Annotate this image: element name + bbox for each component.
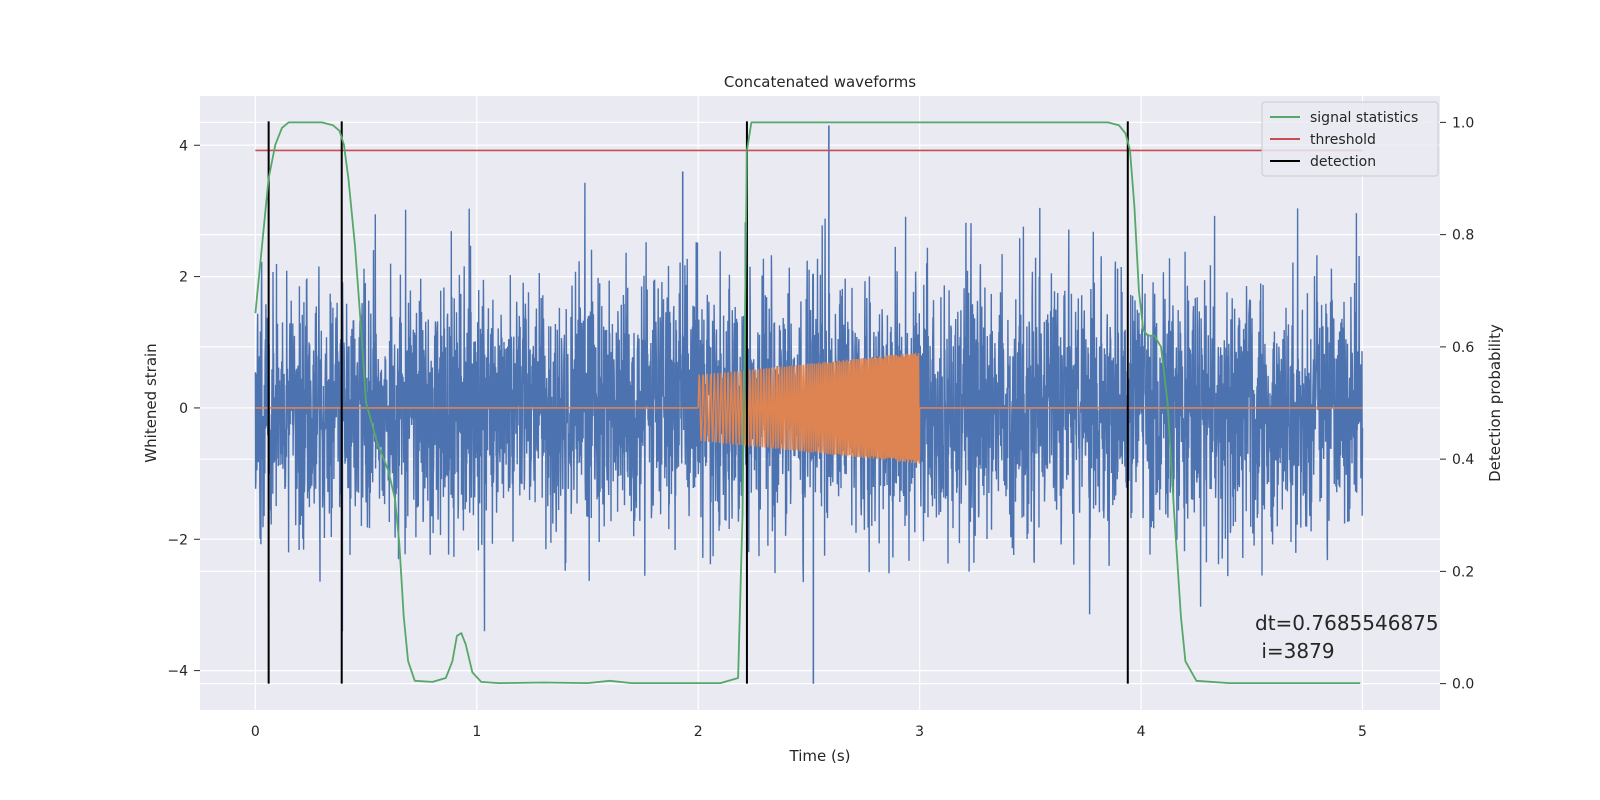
plot-area [254, 121, 1364, 684]
y2-tick-label: 0.6 [1452, 340, 1474, 356]
y2-tick-label: 0.2 [1452, 564, 1474, 580]
y-tick-label: −4 [167, 664, 188, 680]
y2-tick-label: 0.4 [1452, 452, 1474, 468]
x-tick-label: 3 [915, 724, 924, 740]
y2-tick-label: 0.0 [1452, 677, 1474, 693]
y-tick-label: 0 [179, 401, 188, 417]
y-axis-ticks: −4 −2 0 2 4 [167, 138, 200, 680]
x-tick-label: 2 [694, 724, 703, 740]
legend-label-signal-statistics: signal statistics [1310, 110, 1418, 126]
y2-axis-ticks: 0.0 0.2 0.4 0.6 0.8 1.0 [1440, 115, 1474, 693]
template-series [255, 352, 1363, 464]
y2-tick-label: 0.8 [1452, 228, 1474, 244]
legend-box [1261, 101, 1439, 177]
statistic-line [254, 121, 1361, 684]
y-tick-label: −2 [167, 532, 188, 548]
annotation-index: i=3879 [1255, 639, 1335, 663]
x-tick-label: 4 [1137, 724, 1146, 740]
x-tick-label: 0 [251, 724, 260, 740]
x-axis-ticks: 0 1 2 3 4 5 [251, 724, 1367, 740]
annotation-dt: dt=0.7685546875 [1255, 611, 1439, 635]
y-tick-label: 4 [179, 138, 188, 154]
x-tick-label: 1 [472, 724, 481, 740]
legend-label-threshold: threshold [1310, 132, 1376, 148]
legend-label-detection: detection [1310, 154, 1376, 170]
x-axis-label: Time (s) [789, 747, 851, 765]
y2-tick-label: 1.0 [1452, 115, 1474, 131]
signal-statistics-series [254, 121, 1361, 684]
y-tick-label: 2 [179, 270, 188, 286]
template-chirp [697, 352, 921, 464]
strain-line [254, 182, 1364, 632]
legend: signal statistics threshold detection [1261, 101, 1439, 177]
y2-axis-label: Detection probability [1486, 324, 1504, 482]
chart-title: Concatenated waveforms [724, 73, 916, 91]
y-axis-label: Whitened strain [142, 343, 160, 462]
x-tick-label: 5 [1358, 724, 1367, 740]
